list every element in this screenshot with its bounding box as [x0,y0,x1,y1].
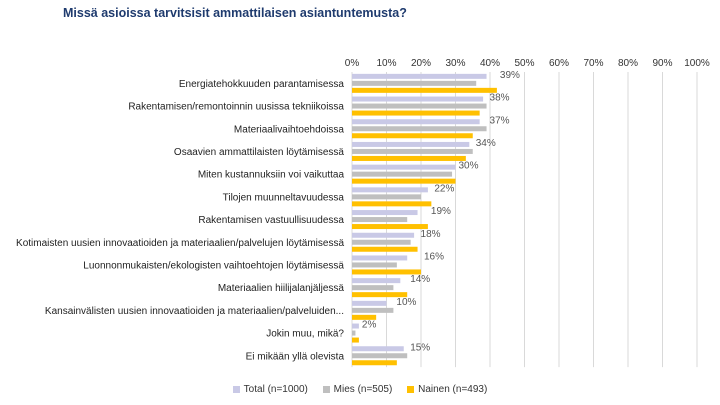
data-label: 19% [431,206,451,217]
category-label: Energiatehokkuuden parantamisessa [179,79,345,90]
legend-item-mies: Mies (n=505) [322,384,393,395]
category-label: Materiaalivaihtoehdoissa [234,124,345,135]
x-tick-label: 40% [480,58,500,69]
bar-mies [352,194,421,200]
data-label: 14% [410,274,430,285]
category-label: Miten kustannuksiin voi vaikuttaa [198,170,345,181]
bar-total [352,96,484,102]
bar-total [352,164,456,170]
x-tick-label: 70% [583,58,603,69]
bar-total [352,141,470,147]
bar-total [352,210,418,216]
data-label: 22% [434,183,454,194]
category-label: Ei mikään yllä olevista [246,351,345,362]
x-tick-label: 80% [618,58,638,69]
category-label: Rakentamisen/remontoinnin uusissa teknii… [128,102,344,113]
legend-label-total: Total (n=1000) [243,384,308,395]
bar-total [352,278,401,284]
bar-mies [352,307,394,313]
data-label: 39% [500,70,520,81]
data-label: 18% [421,229,441,240]
bar-total [352,323,359,329]
bar-mies [352,80,477,86]
bar-nainen [352,246,418,252]
data-labels: 39% 38% 37% 34% 30% 22% 19% 18% 16% 14% 10% 2% 15% [362,70,520,353]
bar-nainen [352,133,473,139]
bar-total [352,119,480,125]
data-label: 37% [490,115,510,126]
data-label: 34% [476,138,496,149]
bar-total [352,255,408,261]
x-tick-label: 90% [652,58,672,69]
bar-mies [352,353,408,359]
x-tick-label: 30% [445,58,465,69]
legend-label-mies: Mies (n=505) [333,384,393,395]
category-label: Luonnonmukaisten/ekologisten vaihtoehtoj… [83,260,344,271]
bar-mies [352,262,397,268]
bar-nainen [352,201,432,207]
data-label: 2% [362,320,377,331]
data-label: 15% [410,342,430,353]
bar-mies [352,285,394,291]
bar-nainen [352,110,480,116]
category-label: Rakentamisen vastuullisuudessa [198,215,344,226]
bar-mies [352,171,453,177]
x-tick-label: 100% [684,58,710,69]
bar-nainen [352,292,408,298]
legend-swatch-total [232,385,240,393]
legend-item-total: Total (n=1000) [232,384,308,395]
bar-total [352,73,487,79]
x-axis-ticks: 0% 10% 20% 30% 40% 50% 60% 70% 80% 90% 100% [345,58,710,69]
bar-total [352,232,415,238]
bar-total [352,346,404,352]
category-label: Kotimaisten uusien innovaatioiden ja mat… [16,238,344,249]
chart-title: Missä asioissa tarvitsisit ammattilaisen… [63,6,407,20]
bar-nainen [352,360,397,366]
bar-mies [352,217,408,223]
bar-nainen [352,224,428,230]
bar-total [352,300,387,306]
bar-mies [352,148,473,154]
legend: Total (n=1000) Mies (n=505) Nainen (n=49… [0,384,720,395]
bar-mies [352,239,411,245]
category-label: Osaavien ammattilaisten löytämisessä [174,147,345,158]
x-tick-label: 20% [411,58,431,69]
bar-total [352,187,428,193]
x-tick-label: 50% [514,58,534,69]
category-label: Jokin muu, mikä? [266,329,344,340]
bar-nainen [352,87,497,93]
bar-nainen [352,155,466,161]
legend-swatch-nainen [407,385,415,393]
bar-mies [352,103,487,109]
data-label: 16% [424,251,444,262]
x-tick-label: 0% [345,58,360,69]
legend-swatch-mies [322,385,330,393]
category-label: Kansainvälisten uusien innovaatioiden ja… [45,306,344,317]
bar-nainen [352,337,359,343]
bars [352,73,497,366]
legend-label-nainen: Nainen (n=493) [418,384,488,395]
bar-nainen [352,178,456,184]
x-tick-label: 60% [549,58,569,69]
data-label: 30% [459,161,479,172]
data-label: 38% [490,93,510,104]
data-label: 10% [396,297,416,308]
category-label: Tilojen muunneltavuudessa [223,192,345,203]
category-label: Materiaalien hiilijalanjäljessä [218,283,345,294]
category-labels: Energiatehokkuuden parantamisessa Rakenta… [16,79,344,362]
x-tick-label: 10% [376,58,396,69]
bar-nainen [352,269,421,275]
bar-mies [352,330,356,336]
legend-item-nainen: Nainen (n=493) [407,384,487,395]
bar-nainen [352,314,377,320]
bar-mies [352,126,487,132]
